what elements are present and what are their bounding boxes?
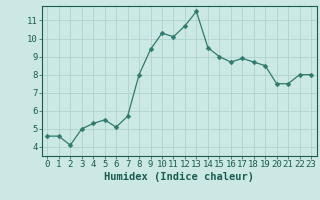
- X-axis label: Humidex (Indice chaleur): Humidex (Indice chaleur): [104, 172, 254, 182]
